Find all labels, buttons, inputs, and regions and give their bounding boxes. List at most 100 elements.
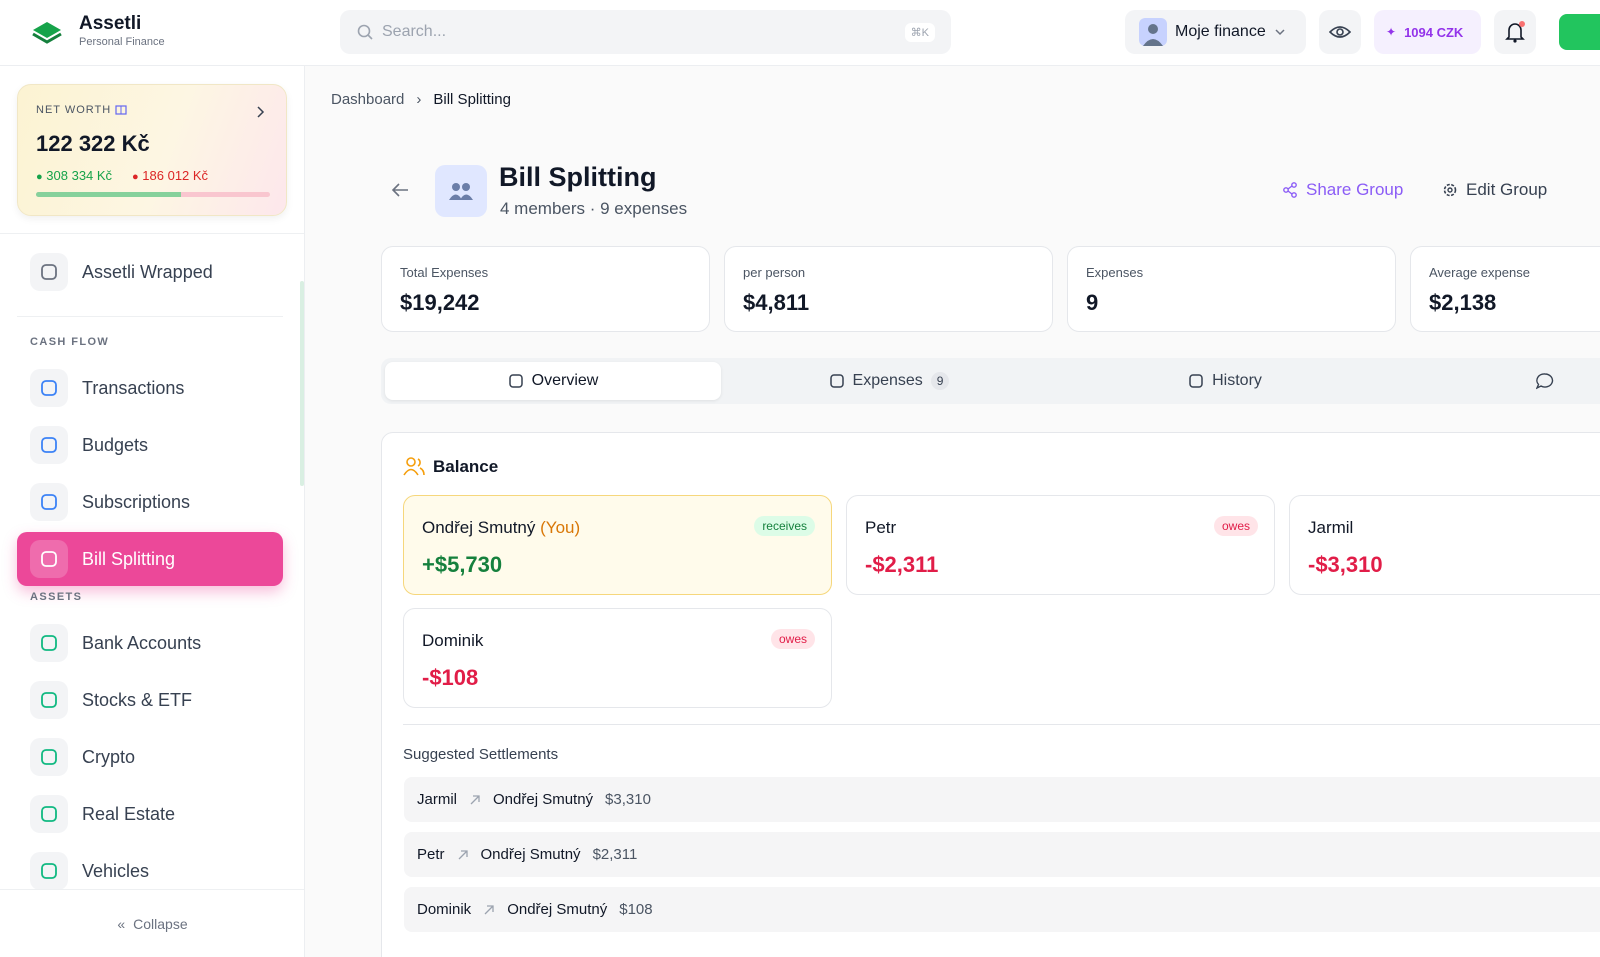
glyph xyxy=(41,494,57,510)
to: Ondřej Smutný xyxy=(507,901,608,918)
credits[interactable]: ✦ 1094 CZK xyxy=(1374,10,1481,54)
balance-card: Petr owes -$2,311 xyxy=(846,495,1275,595)
balance-card: Ondřej Smutný (You) receives +$5,730 xyxy=(403,495,832,595)
glyph xyxy=(41,749,57,765)
back-button[interactable] xyxy=(390,182,410,198)
member-amount: +$5,730 xyxy=(422,552,503,577)
tab[interactable]: Expenses 9 xyxy=(721,362,1057,400)
status-badge: receives xyxy=(754,516,815,536)
breadcrumb-current: Bill Splitting xyxy=(433,91,511,108)
nav-icon xyxy=(30,253,68,291)
arrow xyxy=(484,904,494,914)
net-worth-card[interactable]: NET WORTH 122 322 Kč ● 308 334 Kč ● 186 … xyxy=(17,84,287,216)
nav-item[interactable]: Real Estate xyxy=(17,787,283,841)
share-button[interactable]: Share Group xyxy=(1282,180,1403,200)
stat-value: $2,138 xyxy=(1429,290,1497,315)
settlements-title: Suggested Settlements xyxy=(403,746,559,763)
balance-title: Balance xyxy=(433,457,499,476)
section-title: CASH FLOW xyxy=(30,336,110,348)
glyph xyxy=(41,551,57,567)
chevron-right xyxy=(257,106,265,118)
expenses: ● 186 012 Kč xyxy=(132,168,209,183)
stat-card: Total Expenses $19,242 xyxy=(381,246,710,332)
tab[interactable]: Overview xyxy=(385,362,721,400)
status-badge: owes xyxy=(770,629,815,649)
sparkle: ✦ xyxy=(1386,25,1397,39)
nav-label: Real Estate xyxy=(82,803,176,824)
profile-switcher[interactable]: Moje finance xyxy=(1125,10,1306,54)
collapse-button[interactable]: « Collapse xyxy=(0,889,304,957)
stat-card: Expenses 9 xyxy=(1067,246,1396,332)
nav-item[interactable]: Transactions xyxy=(17,361,283,415)
chevron xyxy=(1275,29,1285,36)
search-placeholder: Search... xyxy=(382,23,447,40)
divider xyxy=(0,233,304,234)
action-button[interactable] xyxy=(1559,14,1600,50)
glyph xyxy=(41,806,57,822)
arrow xyxy=(470,794,480,804)
breadcrumb: Dashboard › Bill Splitting xyxy=(331,91,511,108)
nav-item[interactable]: Bill Splitting xyxy=(17,532,283,586)
tagline: Personal Finance xyxy=(79,36,165,48)
tab-bar: Overview Expenses 9 History xyxy=(381,358,1600,404)
divider xyxy=(17,316,283,317)
nav-item[interactable]: Bank Accounts xyxy=(17,616,283,670)
from: Jarmil xyxy=(417,791,457,808)
glyph xyxy=(41,437,57,453)
notifications[interactable] xyxy=(1494,10,1536,54)
tab-label: Expenses xyxy=(852,372,923,389)
ratio-fill xyxy=(36,192,182,197)
nav-item[interactable]: Budgets xyxy=(17,418,283,472)
tab-label: History xyxy=(1212,372,1262,389)
nav-icon xyxy=(30,540,68,578)
nav-item[interactable]: Vehicles xyxy=(17,844,283,898)
tab-icon[interactable] xyxy=(1536,373,1554,390)
nav-item[interactable]: Crypto xyxy=(17,730,283,784)
member-name: Jarmil xyxy=(1308,518,1600,538)
nav-icon xyxy=(30,426,68,464)
sidebar: NET WORTH 122 322 Kč ● 308 334 Kč ● 186 … xyxy=(0,66,305,957)
glyph xyxy=(41,635,57,651)
to: Ondřej Smutný xyxy=(493,791,594,808)
tab-count: 9 xyxy=(930,372,950,390)
tab[interactable]: History xyxy=(1057,362,1393,400)
group-title: Bill Splitting xyxy=(499,162,657,192)
tab-icon xyxy=(829,374,844,388)
shortcut: ⌘K xyxy=(904,22,935,42)
nav-label: Subscriptions xyxy=(82,491,191,512)
tab-icon xyxy=(1189,374,1203,388)
amount: $108 xyxy=(619,901,653,918)
member-name: Dominik xyxy=(422,631,813,651)
edit-label: Edit Group xyxy=(1466,180,1548,199)
nav-item[interactable]: Subscriptions xyxy=(17,475,283,529)
member-amount: -$2,311 xyxy=(865,552,939,577)
net-worth-value: 122 322 Kč xyxy=(36,131,150,156)
collapse-icon: « xyxy=(117,915,126,932)
balance-card: Jarmil -$3,310 xyxy=(1289,495,1600,595)
search-box[interactable]: Search... ⌘K xyxy=(340,10,951,54)
ratio-bar xyxy=(36,192,270,197)
nav-icon xyxy=(30,795,68,833)
privacy-toggle[interactable] xyxy=(1319,10,1361,54)
nav-label: Budgets xyxy=(82,434,149,455)
member-name-text: Dominik xyxy=(422,631,484,650)
member-name-text: Petr xyxy=(865,518,897,537)
tab-icon xyxy=(508,374,523,388)
share-icon xyxy=(1283,182,1297,198)
stat-label: Expenses xyxy=(1086,265,1144,280)
main: Dashboard › Bill Splitting Bill Splitting … xyxy=(305,66,1600,957)
divider xyxy=(403,724,1600,725)
logo-icon xyxy=(32,22,62,44)
book-icon xyxy=(115,105,127,115)
separator: › xyxy=(416,91,422,108)
nav-item[interactable]: Assetli Wrapped xyxy=(17,245,283,299)
nav-item[interactable]: Stocks & ETF xyxy=(17,673,283,727)
nav-icon xyxy=(30,624,68,662)
breadcrumb-link[interactable]: Dashboard xyxy=(331,91,405,108)
credits-value: 1094 CZK xyxy=(1404,24,1464,40)
group-icon xyxy=(435,165,487,217)
amount: $3,310 xyxy=(605,791,651,808)
expenses-value: 186 012 Kč xyxy=(142,168,209,183)
edit-button[interactable]: Edit Group xyxy=(1442,180,1547,200)
amount: $2,311 xyxy=(592,846,638,863)
